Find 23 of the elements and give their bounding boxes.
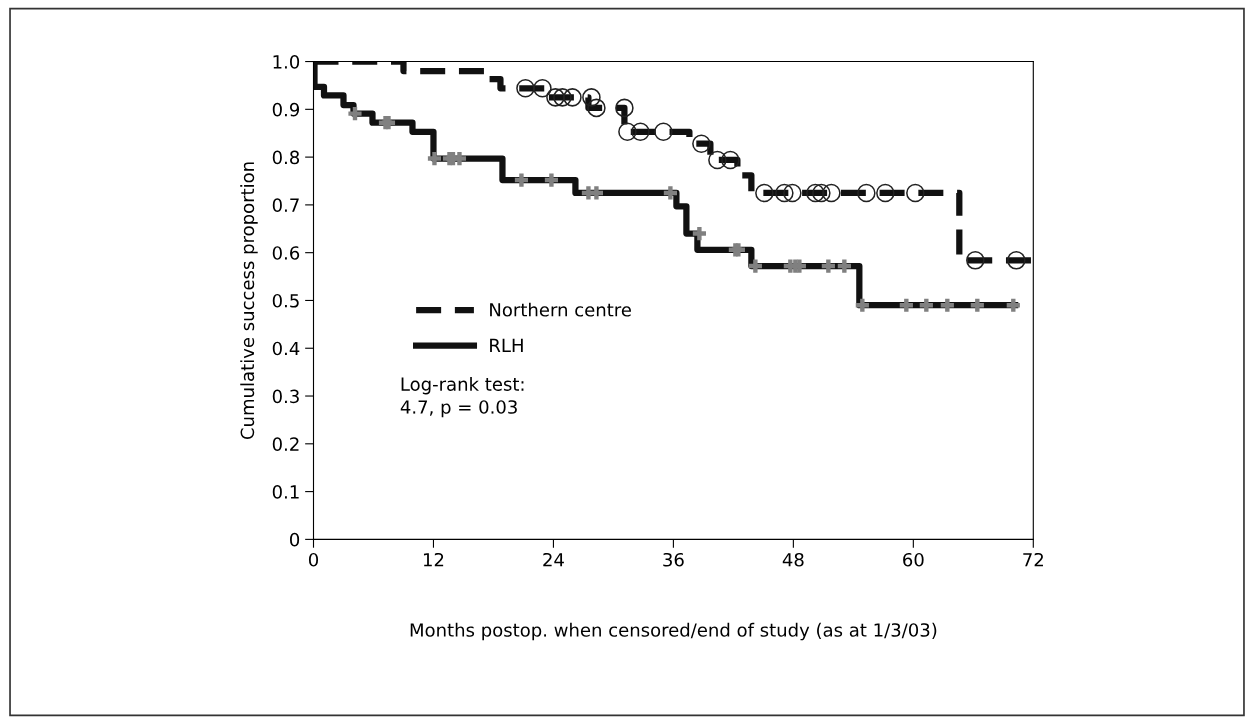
x-tick-label: 0 (308, 552, 319, 567)
y-tick-label: 0.3 (272, 389, 299, 404)
legend-label: Northern centre (490, 302, 631, 317)
y-tick-label: 0.7 (272, 198, 299, 213)
y-tick-label: 1.0 (273, 55, 300, 69)
legend-label: RLH (490, 338, 523, 352)
y-tick-label: 0.1 (272, 485, 299, 499)
x-tick-label: 48 (782, 552, 804, 567)
x-tick-label: 60 (903, 552, 924, 567)
annotation: Log-rank test: 4.7, p = 0.03 (400, 376, 524, 418)
y-axis-title: Cumulative success proportion (240, 162, 258, 440)
x-axis-title: Months postop. when censored/end of study (as at 1/3/03) (410, 622, 937, 641)
y-tick-label: 0.9 (272, 102, 300, 117)
x-tick-label: 72 (1023, 552, 1043, 567)
x-tick-label: 12 (423, 552, 444, 567)
x-tick-label: 36 (663, 552, 684, 567)
y-tick-label: 0.4 (272, 341, 300, 356)
y-tick-label: 0.8 (272, 150, 300, 165)
y-tick-label: 0.5 (272, 293, 299, 308)
y-tick-label: 0.2 (272, 437, 299, 451)
y-tick-label: 0.6 (272, 246, 300, 260)
x-tick-label: 24 (543, 552, 564, 567)
y-tick-label: 0 (290, 532, 300, 547)
